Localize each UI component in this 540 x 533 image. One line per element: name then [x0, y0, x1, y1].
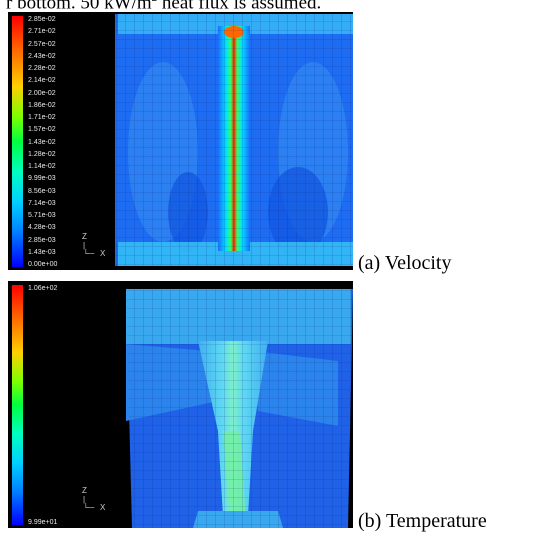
intro-text-fragment: r bottom. 50 kW/m2 heat flux is assumed. [6, 0, 322, 14]
velocity-legend-label: 4.28e-03 [28, 224, 56, 232]
temperature-caption: (b) Temperature [358, 510, 487, 532]
velocity-legend-label: 1.43e-02 [28, 138, 56, 146]
temperature-colorbar-gradient [12, 285, 23, 525]
velocity-contour-plot [115, 14, 353, 266]
velocity-legend-label: 1.28e-02 [28, 150, 56, 158]
velocity-legend-label: 0.00e+00 [28, 261, 58, 268]
temperature-contour-panel: 1.06e+02 9.99e+01 Z | └─ X [8, 281, 353, 528]
velocity-legend-label: 1.43e-03 [28, 248, 56, 256]
velocity-legend-label: 2.85e-02 [28, 16, 56, 23]
velocity-legend-label: 2.28e-02 [28, 65, 56, 72]
velocity-legend-label: 9.99e-03 [28, 175, 56, 183]
velocity-legend-label: 1.86e-02 [28, 101, 56, 109]
velocity-legend-label: 2.85e-03 [28, 236, 56, 244]
velocity-legend-label: 2.00e-02 [28, 89, 56, 97]
velocity-colorbar-gradient [12, 16, 23, 267]
velocity-legend-label: 8.56e-03 [28, 187, 56, 195]
velocity-legend-label: 7.14e-03 [28, 199, 56, 207]
temperature-legend-max: 1.06e+02 [28, 285, 58, 292]
velocity-legend-label: 1.57e-02 [28, 126, 56, 134]
velocity-legend-label: 2.14e-02 [28, 77, 56, 85]
velocity-legend-label: 1.14e-02 [28, 163, 56, 170]
velocity-legend-label: 2.57e-02 [28, 40, 56, 48]
temperature-contour-plot [126, 289, 353, 528]
velocity-legend-label: 5.71e-03 [28, 212, 56, 219]
temperature-legend-min: 9.99e+01 [28, 519, 58, 526]
velocity-legend-label: 2.43e-02 [28, 52, 56, 60]
velocity-caption: (a) Velocity [358, 252, 452, 274]
velocity-legend-label: 1.71e-02 [28, 114, 56, 121]
velocity-contour-panel: 2.85e-02 2.71e-02 2.57e-02 2.43e-02 2.28e-02… [8, 12, 353, 270]
velocity-legend-label: 2.71e-02 [28, 28, 56, 36]
